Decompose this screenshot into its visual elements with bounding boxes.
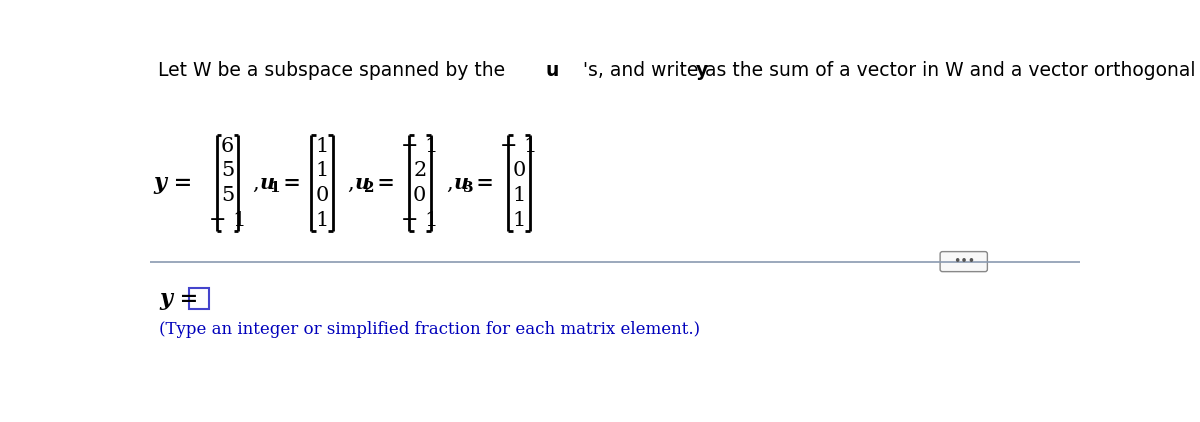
Text: Let W be a subspace spanned by the: Let W be a subspace spanned by the bbox=[157, 62, 511, 81]
Text: 1: 1 bbox=[316, 137, 329, 156]
Text: 3: 3 bbox=[463, 181, 474, 195]
Text: 6: 6 bbox=[221, 137, 234, 156]
Text: •••: ••• bbox=[953, 255, 974, 268]
Text: 5: 5 bbox=[221, 161, 234, 180]
Text: − 1: − 1 bbox=[401, 137, 438, 156]
Text: 0: 0 bbox=[512, 161, 526, 180]
Text: 5: 5 bbox=[221, 186, 234, 205]
Text: =: = bbox=[370, 173, 395, 193]
Text: 2: 2 bbox=[413, 161, 426, 180]
Text: y: y bbox=[696, 62, 708, 81]
Text: ,: , bbox=[252, 173, 259, 192]
Text: 1: 1 bbox=[269, 181, 280, 195]
Text: y =: y = bbox=[160, 287, 198, 310]
Text: − 1: − 1 bbox=[500, 137, 538, 156]
Text: 1: 1 bbox=[316, 161, 329, 180]
Text: − 1: − 1 bbox=[401, 211, 438, 230]
Text: 1: 1 bbox=[316, 211, 329, 230]
Text: u: u bbox=[260, 173, 275, 193]
Text: as the sum of a vector in W and a vector orthogonal to W.: as the sum of a vector in W and a vector… bbox=[700, 62, 1200, 81]
Bar bbox=[188, 288, 209, 309]
Text: u: u bbox=[355, 173, 370, 193]
Text: 2: 2 bbox=[364, 181, 374, 195]
Text: =: = bbox=[276, 173, 300, 193]
Text: ,: , bbox=[347, 173, 354, 192]
Text: =: = bbox=[469, 173, 494, 193]
Text: y =: y = bbox=[154, 172, 193, 194]
Text: 1: 1 bbox=[512, 211, 526, 230]
Text: 0: 0 bbox=[413, 186, 426, 205]
Text: 0: 0 bbox=[316, 186, 329, 205]
Text: − 1: − 1 bbox=[209, 211, 246, 230]
Text: u: u bbox=[546, 62, 559, 81]
Text: 's, and write: 's, and write bbox=[583, 62, 704, 81]
Text: (Type an integer or simplified fraction for each matrix element.): (Type an integer or simplified fraction … bbox=[160, 321, 701, 338]
Text: ,: , bbox=[446, 173, 452, 192]
Text: u: u bbox=[454, 173, 469, 193]
Text: 1: 1 bbox=[512, 186, 526, 205]
FancyBboxPatch shape bbox=[940, 252, 988, 272]
